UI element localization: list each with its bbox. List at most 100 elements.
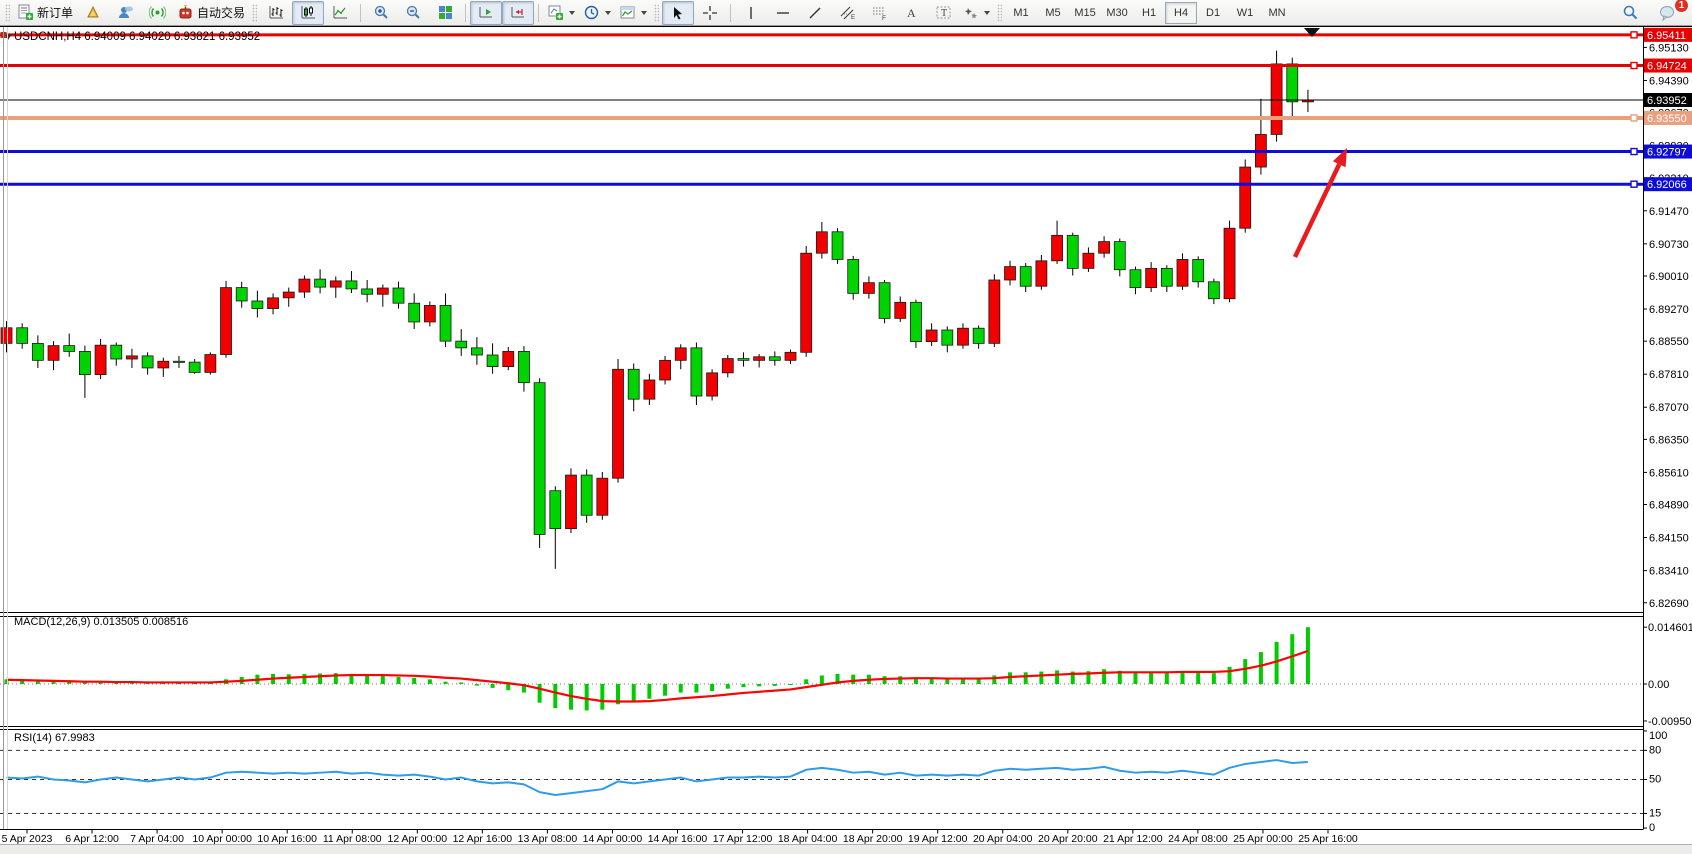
level-line-anchor[interactable] bbox=[1630, 114, 1638, 122]
price-badge-6.92797: 6.92797 bbox=[1644, 144, 1692, 159]
level-line-anchor[interactable] bbox=[1630, 31, 1638, 39]
equidistant-channel-button[interactable]: E bbox=[831, 1, 863, 25]
rsi-axis-label: 80 bbox=[1649, 744, 1661, 756]
crosshair-icon bbox=[703, 5, 718, 20]
candle-up bbox=[784, 351, 797, 361]
macd-bar bbox=[35, 680, 40, 685]
dropdown-arrow-icon bbox=[569, 10, 576, 15]
indicators-dropdown[interactable] bbox=[615, 1, 651, 25]
macd-bar bbox=[474, 684, 479, 686]
trendline-button[interactable] bbox=[799, 1, 831, 25]
timeframe-h1[interactable]: H1 bbox=[1142, 6, 1157, 19]
chart-shift-button[interactable] bbox=[502, 0, 535, 25]
macd-label: MACD(12,26,9) 0.013505 0.008516 bbox=[14, 616, 188, 628]
candle-down bbox=[518, 351, 530, 384]
tile-windows-button[interactable] bbox=[429, 1, 461, 25]
level-line-6.92797[interactable] bbox=[0, 147, 1643, 156]
level-line-anchor[interactable] bbox=[1630, 61, 1638, 70]
search-icon bbox=[1623, 5, 1637, 20]
svg-text:F: F bbox=[882, 15, 886, 21]
candlestick-series bbox=[0, 50, 1314, 569]
svg-text:A: A bbox=[907, 6, 916, 20]
level-line-6.93550[interactable] bbox=[0, 114, 1643, 122]
price-badge-bg bbox=[1644, 144, 1692, 159]
candle-down bbox=[110, 344, 123, 360]
line-chart-button[interactable] bbox=[324, 1, 356, 25]
candle-up bbox=[1082, 252, 1095, 269]
text-label-button[interactable]: T bbox=[927, 1, 959, 25]
macd-panel: MACD(12,26,9) 0.013505 0.008516 bbox=[0, 616, 1643, 711]
text-button[interactable]: A bbox=[895, 1, 927, 25]
macd-bar bbox=[819, 675, 824, 685]
candle-down bbox=[408, 302, 421, 323]
shapes-dropdown[interactable] bbox=[959, 1, 994, 25]
timeframe-h4[interactable]: H4 bbox=[1165, 1, 1198, 24]
arrow-shaft[interactable] bbox=[1292, 163, 1342, 258]
price-badge-6.93952: 6.93952 bbox=[1644, 92, 1692, 107]
toolbar-separator bbox=[360, 3, 362, 22]
macd-bar bbox=[1258, 652, 1263, 685]
toolbar-separator bbox=[730, 3, 732, 22]
horizontal-line-icon bbox=[777, 11, 790, 14]
level-line-6.94724[interactable] bbox=[0, 61, 1643, 70]
macd-signal-line bbox=[6, 649, 1309, 703]
auto-trading-button[interactable]: 自动交易 bbox=[173, 1, 249, 25]
price-tick-label: 6.88550 bbox=[1649, 336, 1689, 348]
notifications-button[interactable]: 1 bbox=[1652, 0, 1689, 25]
vertical-line-button[interactable] bbox=[735, 1, 767, 25]
timeframe-m1[interactable]: M1 bbox=[1013, 6, 1029, 19]
dropdown-arrow-icon bbox=[641, 10, 648, 15]
macd-bar bbox=[318, 673, 323, 685]
level-line-6.92066[interactable] bbox=[0, 180, 1643, 188]
macd-bar bbox=[349, 673, 354, 685]
fibonacci-icon: F bbox=[872, 7, 886, 21]
zoom-out-button[interactable] bbox=[397, 1, 429, 25]
down-triangle-marker[interactable] bbox=[1304, 28, 1320, 37]
level-line-anchor[interactable] bbox=[1630, 147, 1638, 156]
search-button[interactable] bbox=[1614, 1, 1646, 25]
cursor-button[interactable] bbox=[662, 0, 695, 25]
macd-bar bbox=[506, 684, 511, 691]
new-order-button[interactable]: 新订单 bbox=[13, 1, 77, 25]
candle-up bbox=[1223, 227, 1236, 300]
auto-scroll-button[interactable] bbox=[470, 0, 503, 25]
trend-arrow-annotation[interactable] bbox=[1292, 148, 1347, 258]
level-line-6.95411[interactable] bbox=[0, 31, 1643, 39]
price-badge-6.93550: 6.93550 bbox=[1644, 110, 1692, 125]
text-label-icon: T bbox=[936, 6, 951, 19]
zoom-in-button[interactable] bbox=[365, 1, 397, 25]
macd-bar bbox=[992, 675, 997, 685]
level-line-anchor[interactable] bbox=[1630, 180, 1638, 188]
fibonacci-button[interactable]: F bbox=[863, 1, 895, 25]
new-chart-dropdown[interactable] bbox=[543, 1, 579, 25]
toolbar-grip bbox=[252, 3, 258, 22]
horizontal-line-button[interactable] bbox=[767, 1, 799, 25]
candle-up bbox=[282, 291, 295, 299]
candlestick-chart-button[interactable] bbox=[292, 0, 325, 25]
bar-chart-button[interactable] bbox=[260, 1, 292, 25]
price-badge-6.92066: 6.92066 bbox=[1644, 177, 1692, 192]
styler-button[interactable] bbox=[77, 1, 109, 25]
price-tick-label: 6.90730 bbox=[1649, 239, 1689, 251]
macd-bar bbox=[1227, 666, 1232, 685]
timeframe-w1[interactable]: W1 bbox=[1236, 6, 1254, 19]
profiles-dropdown[interactable] bbox=[579, 1, 615, 25]
timeframe-m15[interactable]: M15 bbox=[1074, 6, 1096, 19]
rsi-label: RSI(14) 67.9983 bbox=[14, 732, 95, 744]
timeframe-d1[interactable]: D1 bbox=[1206, 6, 1221, 19]
candle-down bbox=[1286, 63, 1299, 103]
toolbar-grip bbox=[997, 3, 1003, 22]
timeframe-m30[interactable]: M30 bbox=[1106, 6, 1128, 19]
signals-button[interactable] bbox=[141, 1, 173, 25]
candle-up bbox=[863, 282, 875, 294]
crosshair-button[interactable] bbox=[694, 1, 726, 25]
candle-up bbox=[1176, 259, 1189, 287]
candle-up bbox=[329, 280, 342, 288]
community-button[interactable] bbox=[109, 1, 141, 25]
timeframe-mn[interactable]: MN bbox=[1268, 6, 1286, 19]
candle-down bbox=[31, 342, 44, 361]
macd-bar bbox=[537, 684, 542, 703]
timeframe-m5[interactable]: M5 bbox=[1045, 6, 1061, 19]
macd-axis-label: 0.00 bbox=[1648, 679, 1669, 691]
